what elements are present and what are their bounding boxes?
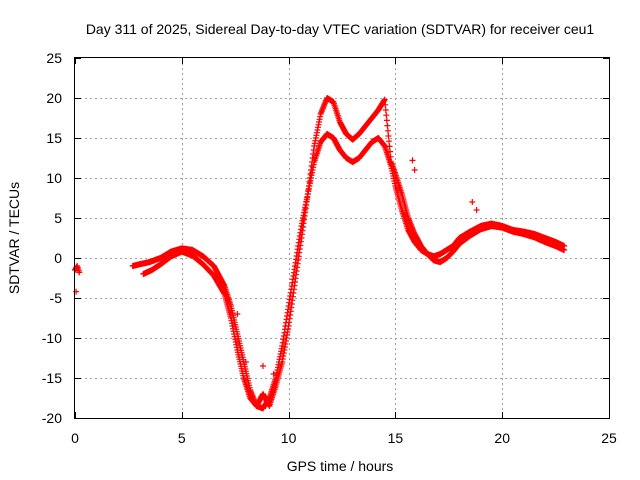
data-point-track-b bbox=[382, 101, 389, 108]
data-point-track-b bbox=[561, 247, 568, 253]
data-point-track-b bbox=[384, 127, 391, 134]
y-tick-label: -20 bbox=[42, 410, 62, 426]
data-point-track-b bbox=[385, 138, 392, 145]
y-tick-label: 0 bbox=[54, 250, 62, 266]
x-tick-label: 20 bbox=[494, 430, 510, 446]
y-tick-label: 20 bbox=[46, 90, 62, 106]
data-point-track-b bbox=[383, 112, 390, 119]
x-tick-label: 0 bbox=[71, 430, 79, 446]
y-tick-label: 10 bbox=[46, 170, 62, 186]
data-point-outlier bbox=[234, 311, 241, 317]
data-point-track-b bbox=[386, 143, 393, 150]
y-tick-label: 25 bbox=[46, 50, 62, 66]
grid-lines bbox=[75, 58, 609, 418]
y-tick-label: -15 bbox=[42, 370, 62, 386]
data-point-track-b bbox=[384, 122, 391, 129]
data-point-track-b bbox=[382, 107, 389, 113]
y-axis-label: SDTVAR / TECUs bbox=[6, 182, 22, 294]
data-point-track-b bbox=[387, 148, 394, 155]
x-tick-label: 5 bbox=[178, 430, 186, 446]
data-point-track-a bbox=[76, 269, 83, 276]
data-point-outlier bbox=[473, 207, 480, 213]
data-point-outlier bbox=[270, 371, 277, 377]
y-tick-label: 5 bbox=[54, 210, 62, 226]
x-tick-label: 15 bbox=[388, 430, 404, 446]
data-point-track-b bbox=[385, 133, 392, 139]
data-point-outlier bbox=[409, 157, 416, 164]
data-point-track-b bbox=[383, 117, 390, 124]
y-tick-label: 15 bbox=[46, 130, 62, 146]
data-point-track-b bbox=[387, 153, 394, 160]
data-point-outlier bbox=[242, 359, 249, 365]
plot-frame bbox=[74, 57, 610, 419]
data-point-track-b bbox=[381, 96, 388, 103]
x-axis-label: GPS time / hours bbox=[287, 458, 394, 474]
x-tick-label: 25 bbox=[601, 430, 617, 446]
data-point-outlier bbox=[469, 199, 476, 205]
data-point-outlier bbox=[259, 363, 266, 369]
chart-title: Day 311 of 2025, Sidereal Day-to-day VTE… bbox=[86, 21, 595, 37]
x-tick-label: 10 bbox=[281, 430, 297, 446]
y-tick-label: -5 bbox=[50, 290, 63, 306]
tick-labels: 0 5 10 15 20 25 -20 -15 -10 -5 0 5 10 15 20 25 bbox=[42, 50, 617, 446]
y-tick-label: -10 bbox=[42, 330, 62, 346]
data-point-outlier bbox=[411, 167, 418, 173]
data-points bbox=[72, 95, 568, 412]
